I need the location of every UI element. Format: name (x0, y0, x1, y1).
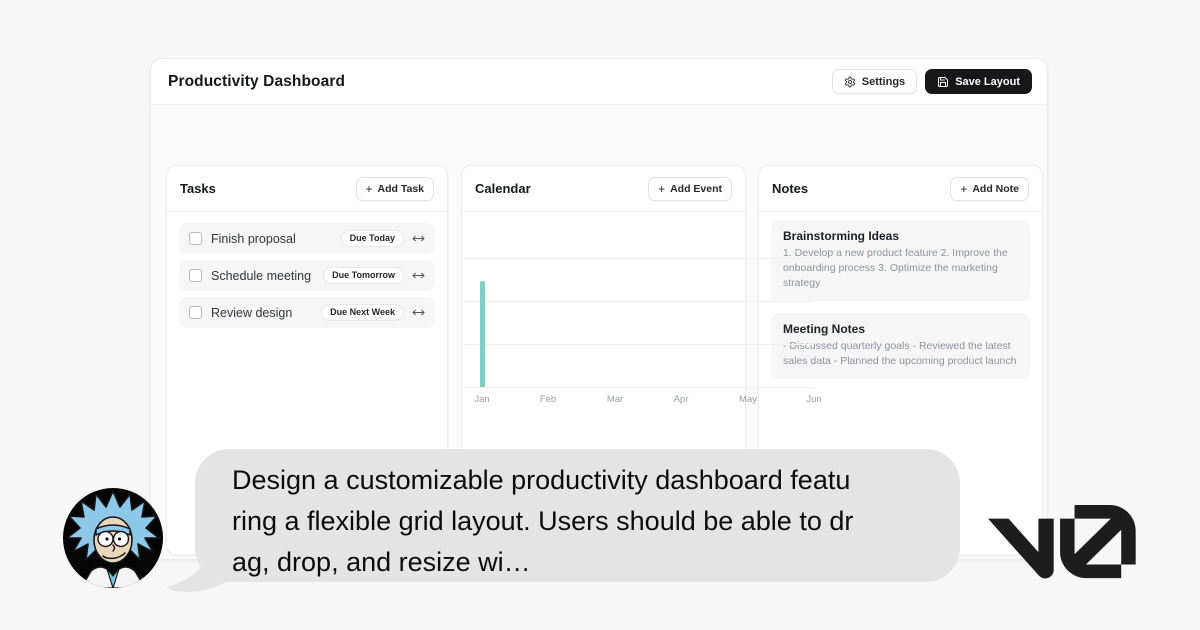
user-avatar (63, 488, 163, 588)
chart-gridline (464, 301, 814, 302)
notes-panel-header: Notes + Add Note (759, 166, 1042, 212)
header-actions: Settings Save Layout (831, 69, 1032, 94)
prompt-text-line: ag, drop, and resize wi… (232, 547, 531, 577)
tasks-panel-header: Tasks + Add Task (167, 166, 447, 212)
task-list: Finish proposal Due Today Schedule meeti… (167, 212, 447, 338)
axis-label-feb: Feb (539, 394, 557, 405)
note-title: Brainstorming Ideas (783, 229, 900, 243)
note-body: 1. Develop a new product feature 2. Impr… (783, 247, 1008, 289)
axis-label-jan: Jan (474, 394, 490, 405)
add-event-button[interactable]: + Add Event (648, 176, 732, 201)
save-layout-button-label: Save Layout (955, 75, 1020, 88)
add-event-button-label: Add Event (670, 182, 722, 195)
task-checkbox[interactable] (189, 269, 202, 282)
note-body: - Discussed quarterly goals - Reviewed t… (783, 339, 1017, 367)
add-note-button[interactable]: + Add Note (950, 176, 1029, 201)
note-card[interactable]: Meeting Notes - Discussed quarterly goal… (771, 312, 1030, 379)
save-layout-button[interactable]: Save Layout (925, 69, 1032, 94)
drag-horizontal-icon[interactable] (412, 269, 425, 282)
axis-label-mar: Mar (606, 394, 624, 405)
task-label: Schedule meeting (211, 268, 312, 283)
chart-bar-jan (480, 281, 485, 387)
prompt-bubble: Design a customizable productivity dashb… (195, 449, 960, 582)
plus-icon: + (365, 181, 373, 196)
add-task-button[interactable]: + Add Task (355, 176, 434, 201)
axis-label-jun: Jun (806, 394, 822, 405)
calendar-panel-title: Calendar (475, 181, 531, 196)
chart-gridline (464, 387, 814, 388)
due-badge: Due Next Week (321, 304, 404, 321)
gear-icon (844, 76, 856, 88)
task-row[interactable]: Finish proposal Due Today (179, 223, 435, 254)
axis-label-may: May (739, 394, 757, 405)
chart-gridline (464, 344, 814, 345)
plus-icon: + (658, 181, 666, 196)
drag-horizontal-icon[interactable] (412, 306, 425, 319)
settings-button[interactable]: Settings (831, 69, 918, 94)
page-title: Productivity Dashboard (168, 72, 346, 90)
rick-cartoon-icon (66, 490, 160, 588)
v0-logo-icon (988, 505, 1136, 584)
due-badge: Due Tomorrow (323, 267, 404, 284)
notes-panel-title: Notes (772, 181, 809, 196)
task-checkbox[interactable] (189, 306, 202, 319)
add-task-button-label: Add Task (377, 182, 424, 195)
save-icon (937, 76, 949, 88)
drag-horizontal-icon[interactable] (412, 232, 425, 245)
task-checkbox[interactable] (189, 232, 202, 245)
task-row[interactable]: Review design Due Next Week (179, 297, 435, 328)
note-card[interactable]: Brainstorming Ideas 1. Develop a new pro… (771, 220, 1030, 301)
tasks-panel-title: Tasks (180, 181, 216, 196)
prompt-text-line: ring a flexible grid layout. Users shoul… (232, 506, 854, 536)
note-list: Brainstorming Ideas 1. Develop a new pro… (759, 212, 1042, 399)
note-title: Meeting Notes (783, 321, 866, 336)
plus-icon: + (960, 181, 968, 196)
task-label: Finish proposal (211, 231, 296, 246)
settings-button-label: Settings (861, 75, 906, 88)
chart-gridline (464, 258, 814, 259)
axis-label-apr: Apr (673, 394, 689, 405)
add-note-button-label: Add Note (972, 182, 1019, 195)
due-badge: Due Today (340, 230, 404, 247)
calendar-panel-header: Calendar + Add Event (462, 166, 745, 212)
events-bar-chart: Jan Feb Mar Apr May Jun (462, 212, 834, 412)
task-row[interactable]: Schedule meeting Due Tomorrow (179, 260, 435, 291)
window-header: Productivity Dashboard Settings Save Lay… (151, 59, 1047, 105)
task-label: Review design (211, 305, 293, 320)
prompt-text-line: Design a customizable productivity dashb… (232, 465, 851, 495)
